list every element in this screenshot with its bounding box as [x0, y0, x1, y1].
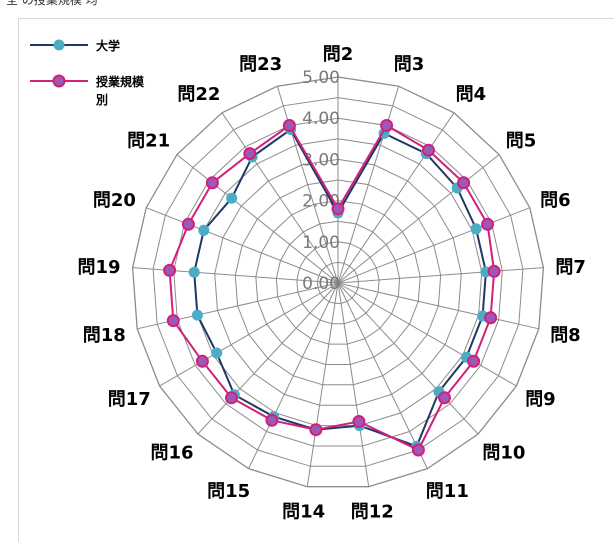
- series-point: [481, 217, 495, 231]
- legend-marker: [53, 39, 65, 51]
- category-label: 問14: [282, 501, 325, 522]
- category-label: 問15: [207, 481, 250, 502]
- category-label: 問22: [177, 84, 220, 105]
- series-point: [282, 119, 296, 132]
- chart-area: [18, 18, 614, 542]
- r-tick-label: 4.00: [302, 109, 340, 129]
- grid-spoke: [176, 154, 339, 284]
- grid-ring: [255, 200, 421, 365]
- category-label: 問16: [151, 443, 194, 464]
- series-point: [188, 266, 200, 278]
- series-point: [225, 391, 238, 405]
- series-point: [243, 147, 257, 161]
- category-label: 問9: [525, 389, 556, 410]
- series-point: [309, 423, 323, 437]
- legend-label: 授業規模別: [95, 74, 145, 107]
- category-label: 問19: [78, 257, 121, 278]
- grid-spoke: [306, 282, 339, 487]
- category-label: 問11: [426, 481, 469, 502]
- grid-ring: [131, 76, 545, 488]
- legend-label-line: 別: [95, 93, 108, 107]
- series-point: [163, 263, 177, 277]
- series-point: [470, 223, 482, 235]
- grid-spoke: [221, 112, 339, 284]
- category-label: 問20: [93, 190, 136, 211]
- grid-ring: [275, 220, 401, 345]
- series-line: [193, 128, 487, 448]
- grid-ring: [316, 261, 360, 304]
- category-label: 問10: [482, 443, 525, 464]
- r-tick-label: 5.00: [302, 68, 340, 88]
- grid-spoke: [337, 112, 455, 284]
- series-point: [265, 413, 279, 427]
- category-label: 問3: [394, 54, 425, 75]
- grid-ring: [173, 117, 503, 447]
- r-tick-label: 0.00: [302, 274, 340, 294]
- grid-spoke: [146, 207, 339, 284]
- grid-ring: [234, 179, 442, 386]
- category-label: 問2: [323, 44, 354, 65]
- grid-spoke: [337, 282, 517, 387]
- grid-spoke: [337, 282, 428, 469]
- grid-spoke: [337, 282, 479, 435]
- grid-spoke: [197, 282, 339, 435]
- series-point: [487, 264, 501, 278]
- series-point: [198, 224, 210, 236]
- grid-spoke: [337, 154, 500, 284]
- series-point: [195, 354, 209, 368]
- category-label: 問8: [550, 325, 581, 346]
- grid-spoke: [337, 282, 539, 330]
- grid-ring: [152, 97, 524, 467]
- series-point: [166, 314, 180, 328]
- category-label: 問23: [239, 54, 282, 75]
- series-point: [211, 347, 223, 359]
- category-label: 問4: [456, 84, 487, 105]
- series-point: [352, 415, 366, 428]
- category-label: 問5: [506, 131, 537, 152]
- grid-spoke: [159, 282, 339, 387]
- series-point: [457, 176, 471, 190]
- category-label: 問21: [127, 131, 170, 152]
- series-point: [422, 143, 435, 157]
- legend-marker: [52, 74, 66, 88]
- series-point: [411, 443, 425, 457]
- grid-spoke: [276, 86, 339, 284]
- series-point: [380, 119, 394, 132]
- series-point: [331, 202, 345, 216]
- grid-spoke: [337, 267, 544, 284]
- series-point: [438, 391, 451, 405]
- grid-ring: [296, 241, 380, 325]
- grid-spoke: [337, 207, 530, 284]
- category-label: 問18: [83, 325, 126, 346]
- series-point: [191, 309, 203, 321]
- series-point: [484, 311, 498, 325]
- legend-label: 大学: [96, 38, 120, 53]
- top-caption-text: 全 の授業規模 均: [6, 0, 98, 7]
- series-line: [168, 124, 496, 452]
- grid-spoke: [337, 86, 400, 284]
- category-label: 問12: [351, 501, 394, 522]
- series-point: [226, 192, 238, 204]
- category-label: 問6: [540, 190, 571, 211]
- r-tick-label: 1.00: [302, 233, 340, 253]
- legend-label-line: 授業規模: [96, 74, 145, 89]
- grid-spoke: [248, 282, 339, 469]
- category-label: 問7: [555, 257, 586, 278]
- grid-spoke: [337, 282, 370, 487]
- grid-ring: [214, 158, 462, 406]
- series-point: [467, 354, 481, 368]
- top-caption: 全 の授業規模 均: [0, 0, 614, 17]
- category-label: 問17: [108, 389, 151, 410]
- series-point: [205, 176, 219, 190]
- series-point: [181, 217, 195, 231]
